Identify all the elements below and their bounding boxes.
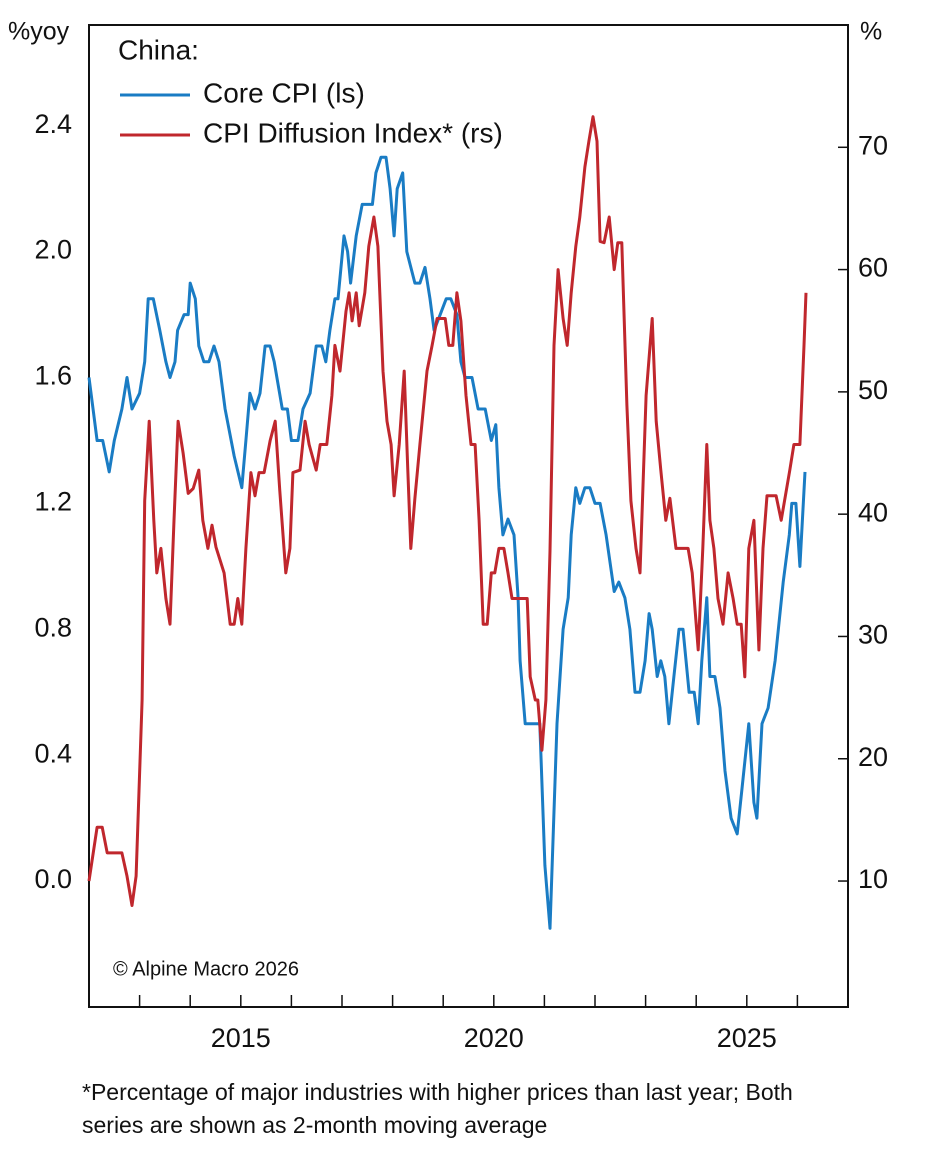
y-tick-label: 0.0: [34, 864, 72, 894]
watermark: © Alpine Macro 2026: [113, 958, 299, 980]
x-tick-label: 2015: [211, 1023, 271, 1053]
y2-tick-label: 60: [858, 253, 888, 283]
y2-tick-label: 40: [858, 497, 888, 527]
y-tick-label: 0.4: [34, 738, 72, 768]
series-line: [87, 155, 807, 930]
legend-label: CPI Diffusion Index* (rs): [203, 117, 503, 148]
legend-title: China:: [118, 34, 199, 65]
series-line: [87, 115, 808, 907]
y2-tick-label: 30: [858, 620, 888, 650]
y-tick-label: 0.8: [34, 612, 72, 642]
y2-tick-label: 10: [858, 864, 888, 894]
x-tick-label: 2020: [464, 1023, 524, 1053]
y-tick-label: 1.6: [34, 361, 72, 391]
y2-tick-label: 20: [858, 742, 888, 772]
plot-frame: [88, 24, 849, 1008]
y-tick-label: 2.0: [34, 235, 72, 265]
legend-label: Core CPI (ls): [203, 77, 365, 108]
chart: %yoy % China: © Alpine Macro 2026 0.0 0.4…: [8, 18, 888, 1054]
x-tick-label: 2025: [717, 1023, 777, 1053]
y2-axis-label: %: [860, 18, 882, 46]
y2-tick-label: 50: [858, 375, 888, 405]
y-axis-label: %yoy: [8, 18, 70, 46]
footnote: *Percentage of major industries with hig…: [82, 1079, 793, 1138]
y-tick-label: 1.2: [34, 487, 72, 517]
y2-tick-label: 70: [858, 130, 888, 160]
y-tick-label: 2.4: [34, 109, 72, 139]
